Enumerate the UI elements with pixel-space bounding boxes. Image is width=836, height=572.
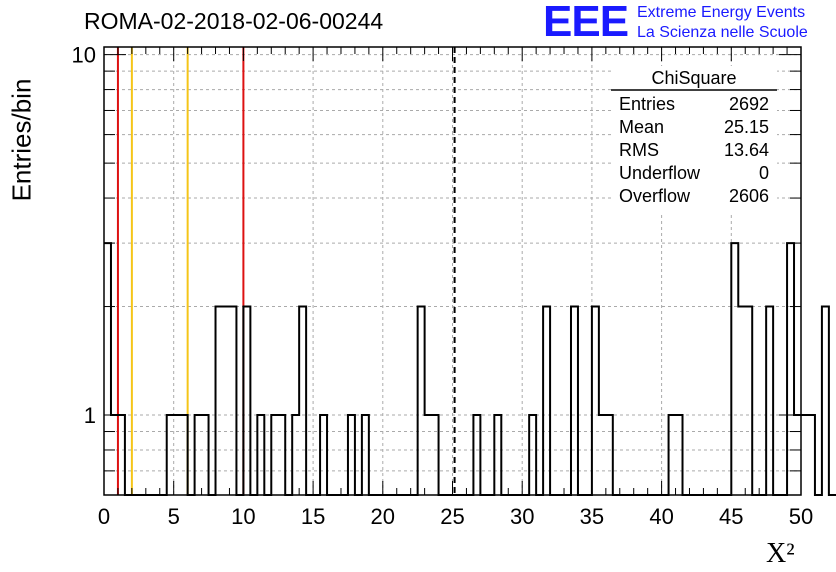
histogram-bin — [257, 415, 264, 495]
x-tick-label: 50 — [789, 504, 813, 529]
histogram-bin — [676, 415, 683, 495]
histogram-bin — [787, 243, 794, 495]
x-tick-label: 40 — [649, 504, 673, 529]
stats-row-value: 2606 — [729, 186, 769, 206]
y-tick-label: 1 — [84, 403, 96, 428]
histogram-bin — [292, 415, 299, 495]
histogram-bin — [543, 307, 550, 495]
histogram-bin — [473, 415, 480, 495]
histogram-bin — [669, 415, 676, 495]
histogram-bin — [222, 307, 229, 495]
histogram-bin — [606, 415, 613, 495]
plot-title: ROMA-02-2018-02-06-00244 — [84, 8, 384, 34]
histogram-bin — [592, 307, 599, 495]
x-tick-label: 25 — [440, 504, 464, 529]
histogram-bin — [731, 243, 738, 495]
x-axis-label: X² — [766, 538, 795, 570]
x-axis-label-text: X² — [766, 538, 795, 569]
histogram-bin — [599, 415, 606, 495]
y-tick-label: 10 — [72, 43, 96, 68]
histogram-bin — [202, 415, 209, 495]
histogram-bin — [494, 415, 501, 495]
eee-logo: EEE Extreme Energy Events La Scienza nel… — [543, 0, 833, 46]
histogram-bin — [529, 415, 536, 495]
eee-logo-mark: EEE — [543, 0, 629, 46]
stats-row-label: Entries — [619, 94, 675, 114]
histogram-bin — [243, 307, 250, 495]
reference-lines-layer — [116, 47, 456, 495]
histogram-bin — [766, 307, 773, 495]
histogram-bin — [432, 415, 439, 495]
stats-row-label: Underflow — [619, 163, 701, 183]
histogram-bin — [801, 415, 808, 495]
histogram-bin — [111, 415, 118, 495]
histogram-bin — [195, 415, 202, 495]
stats-row-value: 13.64 — [724, 140, 769, 160]
logo-line-1: Extreme Energy Events — [637, 4, 806, 21]
histogram-bin — [320, 415, 327, 495]
x-tick-label: 5 — [168, 504, 180, 529]
histogram-bin — [271, 415, 278, 495]
x-tick-label: 45 — [719, 504, 743, 529]
histogram-bin — [822, 307, 829, 495]
histogram-bin — [104, 243, 111, 495]
x-tick-label: 15 — [301, 504, 325, 529]
x-tick-label: 35 — [580, 504, 604, 529]
stats-row-label: RMS — [619, 140, 659, 160]
histogram-bin — [738, 307, 745, 495]
histogram-bin — [418, 307, 425, 495]
histogram-bin — [229, 307, 236, 495]
histogram-bin — [299, 307, 306, 495]
histogram-bin — [278, 415, 285, 495]
stats-row-value: 0 — [759, 163, 769, 183]
stats-row-label: Overflow — [619, 186, 691, 206]
histogram-bin — [167, 415, 174, 495]
x-tick-label: 10 — [231, 504, 255, 529]
histogram-bin — [745, 307, 752, 495]
stats-row-value: 2692 — [729, 94, 769, 114]
histogram-bin — [216, 307, 223, 495]
stats-row-value: 25.15 — [724, 117, 769, 137]
histogram-bin — [571, 307, 578, 495]
stats-box: ChiSquare Entries 2692 Mean 25.15 RMS 13.64 Und… — [611, 66, 777, 212]
x-tick-label: 20 — [371, 504, 395, 529]
x-tick-label: 0 — [98, 504, 110, 529]
histogram-bin — [425, 415, 432, 495]
stats-title: ChiSquare — [651, 68, 736, 88]
histogram-bin — [118, 415, 125, 495]
histogram-bin — [181, 415, 188, 495]
logo-line-2: La Scienza nelle Scuole — [637, 24, 808, 41]
x-tick-label: 30 — [510, 504, 534, 529]
histogram-bin — [174, 415, 181, 495]
stats-row-label: Mean — [619, 117, 664, 137]
histogram-bin — [808, 415, 815, 495]
histogram-bin — [794, 415, 801, 495]
axes-layer: 0 5 10 15 20 25 30 35 40 45 50 1 10 — [72, 43, 814, 529]
histogram-bin — [348, 415, 355, 495]
histogram-bin — [362, 415, 369, 495]
